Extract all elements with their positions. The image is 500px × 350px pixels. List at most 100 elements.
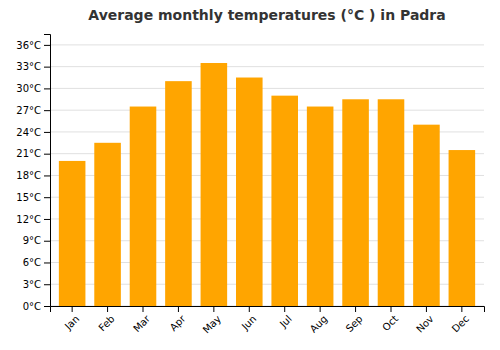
x-tick: May — [201, 306, 223, 335]
x-tick-label: Feb — [96, 313, 116, 333]
x-tick: Jul — [277, 306, 294, 330]
x-tick-label: May — [201, 313, 223, 335]
y-tick-mark — [44, 132, 50, 133]
x-tick-label: Aug — [308, 313, 330, 335]
x-tick-label: Jan — [62, 313, 81, 332]
x-tick: Jan — [62, 306, 81, 332]
bar — [271, 96, 298, 306]
y-tick-label: 18°C — [16, 170, 41, 181]
x-tick-label: Dec — [450, 313, 471, 334]
y-tick-label: 24°C — [16, 127, 41, 138]
title: Average monthly temperatures (°C ) in Pa… — [88, 7, 445, 23]
y-tick-mark — [44, 197, 50, 198]
y-axis-line — [44, 35, 51, 307]
x-tick-mark — [284, 306, 285, 312]
x-axis-line — [51, 307, 485, 313]
y-axis: 0°C 3°C 6°C 9°C 12°C 15°C 18°C 21°C 24°C 27°C 30°C… — [16, 35, 50, 312]
y-tick-mark — [44, 306, 50, 307]
x-tick-label: Jul — [277, 313, 294, 330]
x-tick: Feb — [96, 306, 116, 333]
bar — [449, 150, 476, 306]
y-tick: 18°C — [16, 170, 50, 181]
y-tick: 24°C — [16, 127, 50, 138]
y-tick-label: 3°C — [23, 279, 41, 290]
y-tick-label: 33°C — [16, 61, 41, 72]
x-tick-label: Apr — [168, 312, 189, 333]
x-tick-mark — [426, 306, 427, 312]
y-tick-mark — [44, 175, 50, 176]
grid — [50, 45, 484, 306]
y-tick-label: 6°C — [23, 257, 41, 268]
x-tick-mark — [391, 306, 392, 312]
bar — [94, 143, 121, 306]
y-tick-mark — [44, 154, 50, 155]
y-tick-mark — [44, 241, 50, 242]
x-axis: Jan Feb Mar Apr May Jun Jul Aug Sep Oct Nov Dec — [51, 306, 485, 335]
y-tick-label: 21°C — [16, 148, 41, 159]
bars — [59, 63, 475, 306]
bar — [201, 63, 228, 306]
y-tick-mark — [44, 284, 50, 285]
x-tick-mark — [213, 306, 214, 312]
x-tick: Dec — [450, 306, 471, 335]
bar — [236, 78, 263, 306]
bar — [130, 107, 157, 306]
grid-line — [50, 88, 484, 89]
y-tick-mark — [44, 88, 50, 89]
y-tick-label: 12°C — [16, 214, 41, 225]
y-tick: 27°C — [16, 105, 50, 116]
x-tick-mark — [355, 306, 356, 312]
x-tick-mark — [320, 306, 321, 312]
x-tick-label: Sep — [344, 313, 365, 334]
grid-line — [50, 66, 484, 67]
bar — [342, 99, 369, 306]
x-tick-label: Mar — [131, 312, 153, 334]
bar — [378, 99, 405, 306]
plot: 0°C 3°C 6°C 9°C 12°C 15°C 18°C 21°C 24°C 27°C 30°C… — [16, 35, 484, 336]
x-tick-mark — [107, 306, 108, 312]
x-tick: Mar — [131, 306, 153, 334]
grid-line — [50, 44, 484, 45]
y-tick-label: 0°C — [23, 301, 41, 312]
x-tick-label: Jun — [239, 313, 259, 333]
x-tick: Oct — [380, 306, 400, 333]
x-tick: Sep — [344, 306, 365, 334]
y-tick-label: 36°C — [16, 40, 41, 51]
x-tick: Nov — [414, 306, 436, 335]
grid-line — [50, 110, 484, 111]
y-tick: 0°C — [23, 301, 50, 312]
y-tick-label: 27°C — [16, 105, 41, 116]
y-tick: 36°C — [16, 40, 50, 51]
y-tick: 21°C — [16, 148, 50, 159]
y-tick: 15°C — [16, 192, 50, 203]
x-tick-mark — [249, 306, 250, 312]
bar — [413, 125, 440, 306]
bar — [307, 107, 334, 306]
y-tick: 9°C — [23, 235, 50, 246]
y-tick: 3°C — [23, 279, 50, 290]
x-tick-label: Oct — [380, 313, 400, 333]
y-tick: 12°C — [16, 214, 50, 225]
x-tick-label: Nov — [414, 313, 436, 335]
y-tick-label: 15°C — [16, 192, 41, 203]
y-tick-mark — [44, 45, 50, 46]
y-tick-label: 9°C — [23, 235, 41, 246]
x-tick: Aug — [308, 306, 330, 335]
x-tick-mark — [461, 306, 462, 312]
bar — [165, 81, 192, 306]
y-tick-mark — [44, 110, 50, 111]
y-tick: 33°C — [16, 61, 50, 72]
x-tick-mark — [72, 306, 73, 312]
y-tick-label: 30°C — [16, 83, 41, 94]
y-tick-mark — [44, 67, 50, 68]
y-tick-mark — [44, 262, 50, 263]
x-tick: Jun — [239, 306, 259, 333]
x-tick: Apr — [168, 306, 189, 333]
bar — [59, 161, 86, 306]
x-tick-mark — [178, 306, 179, 312]
y-tick: 6°C — [23, 257, 50, 268]
y-tick: 30°C — [16, 83, 50, 94]
y-tick-mark — [44, 219, 50, 220]
chart: 0°C 3°C 6°C 9°C 12°C 15°C 18°C 21°C 24°C 27°C 30°C… — [0, 0, 500, 350]
x-tick-mark — [143, 306, 144, 312]
